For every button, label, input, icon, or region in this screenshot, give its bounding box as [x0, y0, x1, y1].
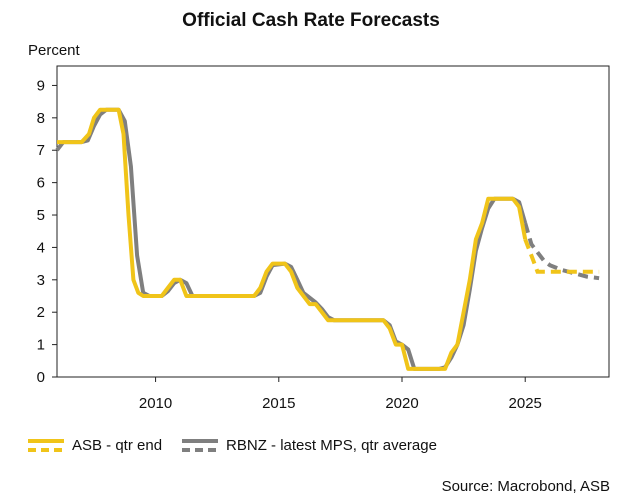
y-tick-label: 6 — [37, 175, 45, 192]
plot-frame — [56, 65, 610, 378]
legend-item-asb: ASB - qtr end — [26, 436, 162, 454]
series-lines — [55, 107, 600, 371]
series-line-asb-forecast — [523, 238, 600, 274]
y-tick-label: 5 — [37, 207, 45, 224]
legend-swatch-asb — [28, 439, 64, 452]
series-line-rbnz-actual — [55, 107, 528, 371]
legend-label-rbnz: RBNZ - latest MPS, qtr average — [226, 436, 437, 454]
y-tick-label: 4 — [37, 239, 45, 256]
legend-item-rbnz: RBNZ - latest MPS, qtr average — [180, 436, 437, 454]
x-tick-label: 2025 — [509, 395, 542, 412]
source-note: Source: Macrobond, ASB — [441, 478, 610, 495]
y-tick-label: 3 — [37, 272, 45, 289]
line-chart: 0 1 2 3 4 5 6 7 8 9 2010 2015 2020 2025 — [37, 65, 610, 412]
y-tick-label: 9 — [37, 77, 45, 94]
y-tick-label: 7 — [37, 142, 45, 159]
series-line-rbnz-forecast — [523, 222, 600, 281]
y-tick-label: 8 — [37, 110, 45, 127]
x-tick-label: 2015 — [262, 395, 295, 412]
axes — [52, 65, 610, 382]
legend-swatch-rbnz — [182, 439, 219, 452]
y-tick-label: 0 — [37, 369, 45, 386]
tick-labels: 0 1 2 3 4 5 6 7 8 9 2010 2015 2020 2025 — [37, 77, 542, 412]
chart-title: Official Cash Rate Forecasts — [182, 10, 440, 31]
legend: ASB - qtr end RBNZ - latest MPS, qtr ave… — [26, 436, 455, 454]
legend-label-asb: ASB - qtr end — [72, 436, 163, 454]
x-tick-label: 2010 — [139, 395, 172, 412]
y-tick-label: 1 — [37, 337, 45, 354]
series-line-asb-actual — [57, 107, 528, 371]
y-axis-label: Percent — [28, 42, 80, 59]
x-tick-label: 2020 — [385, 395, 418, 412]
y-tick-label: 2 — [37, 304, 45, 321]
